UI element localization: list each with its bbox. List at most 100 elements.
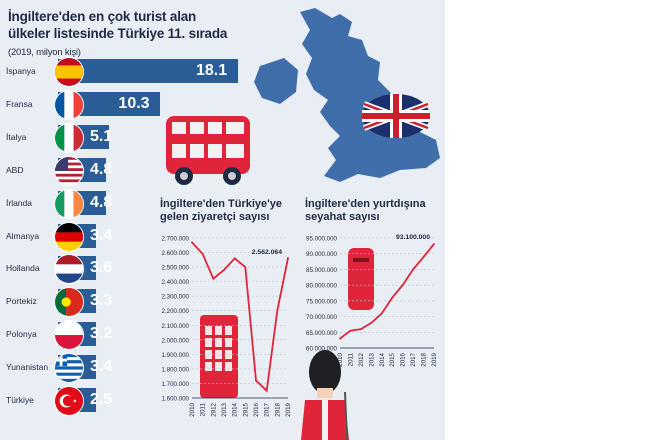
- uk-map-illustration: [254, 8, 440, 182]
- bar-row-8: Polonya 3.2: [0, 320, 240, 351]
- data-point: [201, 253, 204, 255]
- bar-value-label: 5.1: [90, 127, 113, 145]
- travel-line-chart: 60.000.000 65.000.000 70.000.000 75.000.000…: [306, 234, 438, 367]
- data-point: [349, 329, 352, 332]
- bar-value-label: 4.8: [90, 160, 113, 178]
- data-point: [339, 337, 341, 340]
- country-label: Almanya: [6, 230, 40, 241]
- country-label: İrlanda: [6, 197, 32, 208]
- bar-row-9: Yunanistan 3.4: [0, 353, 240, 384]
- data-point: [233, 257, 236, 260]
- country-label: ABD: [6, 164, 24, 175]
- x-tick-label: 2016: [400, 352, 407, 366]
- data-point: [412, 268, 415, 271]
- london-bus-icon: [166, 116, 250, 185]
- bar-row-7: Portekiz 3.3: [0, 287, 240, 318]
- data-point: [359, 328, 362, 331]
- nl-flag-icon: [54, 254, 84, 285]
- bar-value-label: 3.4: [90, 226, 113, 244]
- x-tick-label: 2012: [358, 352, 365, 366]
- y-tick-label: 2.300.000: [161, 294, 189, 301]
- data-point: [265, 389, 268, 392]
- bar-row-1: Fransa 10.3: [0, 89, 240, 120]
- data-point: [212, 277, 215, 280]
- gr-flag-icon: [54, 353, 84, 384]
- value-annotation: 93.100.000: [396, 234, 430, 241]
- data-point: [223, 269, 225, 271]
- data-point: [276, 309, 279, 312]
- country-label: İspanya: [6, 66, 36, 76]
- ireland-shape: [254, 58, 298, 104]
- y-tick-label: 2.400.000: [161, 279, 189, 286]
- y-tick-label: 2.500.000: [161, 265, 189, 272]
- x-tick-label: 2011: [200, 402, 207, 416]
- x-tick-label: 2018: [274, 402, 281, 416]
- bar-row-6: Hollanda 3.6: [0, 254, 240, 285]
- x-tick-label: 2015: [242, 402, 249, 416]
- bar: [58, 59, 238, 83]
- series-line: [339, 243, 435, 340]
- y-tick-label: 2.600.000: [161, 250, 189, 257]
- travel-chart-title: İngiltere'den yurtdışına seyahat sayısı: [305, 198, 426, 223]
- us-flag-icon: [54, 155, 84, 186]
- data-point: [391, 296, 394, 299]
- x-tick-label: 2013: [221, 402, 228, 416]
- y-tick-label: 2.100.000: [161, 323, 189, 330]
- x-tick-label: 2014: [379, 352, 386, 366]
- country-label: İtalya: [6, 131, 27, 142]
- bar-value-label: 3.6: [90, 259, 113, 277]
- y-tick-label: 2.200.000: [161, 308, 189, 315]
- queens-guard-icon: [301, 350, 349, 440]
- x-tick-label: 2010: [189, 402, 196, 416]
- x-tick-label: 2017: [410, 352, 417, 366]
- y-tick-label: 95.000.000: [306, 236, 338, 243]
- y-tick-label: 1.700.000: [161, 381, 189, 388]
- post-box-icon: [348, 248, 374, 310]
- bar-value-label: 10.3: [118, 94, 150, 112]
- y-tick-label: 75.000.000: [306, 298, 338, 305]
- y-tick-label: 1.600.000: [161, 396, 189, 403]
- x-tick-label: 2019: [285, 402, 292, 416]
- data-point: [370, 321, 373, 324]
- country-label: Portekiz: [6, 296, 37, 307]
- data-point: [433, 243, 435, 245]
- bar-value-label: 4.8: [90, 193, 113, 211]
- x-tick-label: 2015: [389, 352, 396, 366]
- data-point: [401, 284, 404, 287]
- country-label: Yunanistan: [6, 362, 49, 373]
- data-point: [244, 266, 247, 268]
- y-tick-label: 90.000.000: [306, 251, 338, 258]
- series-line: [191, 241, 289, 393]
- bar-value-label: 3.2: [90, 325, 113, 343]
- data-point: [422, 255, 425, 258]
- y-tick-label: 85.000.000: [306, 267, 338, 274]
- chart-title: İngiltere'den en çok turist alan ülkeler…: [8, 8, 238, 61]
- fr-flag-icon: [54, 89, 84, 120]
- data-point: [380, 312, 383, 315]
- pl-flag-icon: [54, 320, 84, 351]
- chart-subtitle: (2019, milyon kişi): [8, 47, 81, 58]
- country-label: Türkiye: [6, 395, 34, 405]
- bar-row-3: ABD 4.8: [0, 155, 240, 186]
- y-tick-label: 60.000.000: [306, 346, 338, 353]
- x-tick-label: 2013: [368, 352, 375, 366]
- bar-value-label: 3.4: [90, 358, 113, 376]
- x-tick-label: 2018: [421, 352, 428, 366]
- ie-flag-icon: [54, 188, 84, 219]
- bar-row-4: İrlanda 4.8: [0, 188, 240, 219]
- y-tick-label: 2.700.000: [161, 236, 189, 243]
- data-point: [191, 241, 193, 244]
- bar-row-0: İspanya 18.1: [0, 57, 240, 87]
- x-tick-label: 2014: [232, 402, 239, 416]
- y-tick-label: 65.000.000: [306, 330, 338, 337]
- visitors-chart-title: İngiltere'den Türkiye'ye gelen ziyaretçi…: [160, 198, 282, 223]
- bar-row-2: İtalya 5.1: [0, 122, 240, 153]
- bar-row-10: Türkiye 2.5: [0, 386, 240, 416]
- x-tick-label: 2012: [210, 402, 217, 416]
- data-point: [255, 379, 257, 382]
- data-point: [287, 257, 289, 259]
- tr-flag-icon: [54, 386, 84, 416]
- pt-flag-icon: [54, 287, 84, 318]
- bar-value-label: 18.1: [196, 62, 228, 79]
